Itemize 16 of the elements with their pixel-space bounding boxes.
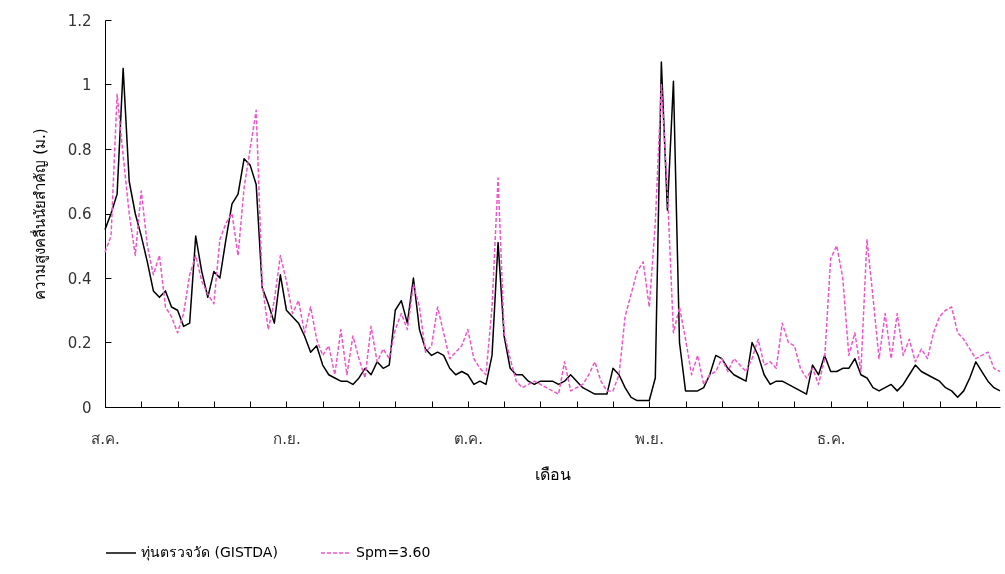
y-tick-label: 0.2	[67, 334, 92, 352]
legend-label: Spm=3.60	[356, 544, 431, 560]
x-tick-label: ก.ย.	[273, 429, 301, 448]
y-tick-label: 0.6	[67, 205, 92, 223]
y-tick-label: 0	[81, 398, 92, 417]
y-tick-label: 0.8	[67, 140, 92, 159]
x-axis-title: เดือน	[535, 464, 571, 484]
x-tick-label: พ.ย.	[635, 429, 665, 448]
y-tick-label: 1	[81, 76, 92, 94]
y-tick-label: 0.4	[67, 269, 92, 288]
legend-label: ทุ่นตรวจวัด (GISTDA)	[141, 544, 278, 561]
x-tick-label: ธ.ค.	[816, 429, 846, 448]
y-tick-label: 1.2	[67, 11, 92, 30]
x-tick-label: ต.ค.	[453, 429, 484, 448]
x-tick-label: ส.ค.	[91, 429, 120, 448]
y-axis-title: ความสูงคลื่นนัยสำคัญ (ม.)	[28, 128, 49, 300]
